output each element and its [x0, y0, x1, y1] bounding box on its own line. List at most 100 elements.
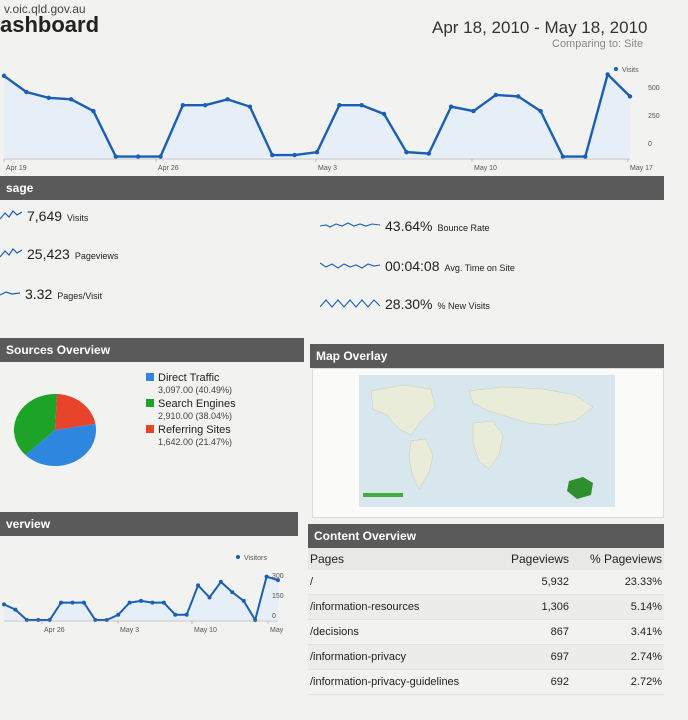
pages-per-visit-sparkline-icon — [0, 291, 20, 296]
data-point[interactable] — [314, 149, 320, 155]
col-pct-pageviews[interactable]: % Pageviews — [571, 548, 664, 570]
row-page[interactable]: /information-privacy — [308, 644, 496, 670]
legend-label: Visits — [622, 67, 639, 74]
data-point[interactable] — [627, 94, 633, 99]
data-point[interactable] — [161, 600, 166, 605]
content-table-header: Pages Pageviews % Pageviews — [308, 548, 664, 570]
row-page[interactable]: /decisions — [308, 619, 496, 645]
data-point[interactable] — [359, 103, 364, 108]
data-point[interactable] — [127, 600, 132, 605]
data-point[interactable] — [230, 590, 235, 595]
row-pageviews: 692 — [495, 669, 572, 695]
row-page[interactable]: / — [308, 570, 496, 595]
search-engines-swatch — [146, 399, 154, 407]
data-point[interactable] — [426, 151, 431, 156]
site-url[interactable]: v.oic.qld.gov.au — [4, 2, 86, 16]
data-point[interactable] — [276, 578, 280, 583]
data-point[interactable] — [560, 154, 566, 159]
data-point[interactable] — [24, 89, 29, 95]
world-map[interactable] — [312, 368, 664, 518]
data-point[interactable] — [448, 104, 454, 109]
pie-slice-direct[interactable] — [25, 423, 96, 466]
content-section-header: Content Overview — [308, 524, 664, 548]
data-point[interactable] — [47, 618, 52, 622]
data-point[interactable] — [184, 612, 189, 617]
australia-highlight[interactable] — [567, 477, 593, 499]
data-point[interactable] — [471, 108, 476, 114]
data-point[interactable] — [241, 598, 246, 603]
data-point[interactable] — [381, 111, 387, 117]
table-row[interactable]: / 5,932 23.33% — [308, 570, 664, 595]
data-point[interactable] — [207, 595, 212, 600]
table-row[interactable]: /decisions 867 3.41% — [308, 619, 664, 645]
avg-time-sparkline-icon — [320, 262, 380, 269]
data-point[interactable] — [196, 583, 201, 588]
metric-visits[interactable]: 7,649 Visits — [0, 208, 88, 224]
data-point[interactable] — [404, 149, 409, 155]
legend-label: Visitors — [244, 555, 267, 562]
data-point[interactable] — [253, 618, 258, 622]
overview-section-header: verview — [0, 512, 298, 536]
data-point[interactable] — [583, 154, 588, 159]
col-pageviews[interactable]: Pageviews — [495, 548, 572, 570]
data-point[interactable] — [158, 154, 163, 159]
metric-pageviews[interactable]: 25,423 Pageviews — [0, 246, 118, 262]
usage-section-header: sage — [0, 176, 664, 200]
data-point[interactable] — [113, 154, 118, 159]
row-page[interactable]: /information-resources — [308, 594, 496, 620]
data-point[interactable] — [225, 97, 230, 102]
legend-referring-sites-name: Referring Sites — [158, 424, 231, 436]
data-point[interactable] — [91, 108, 96, 114]
data-point[interactable] — [2, 602, 6, 607]
pie-slice-search[interactable] — [14, 394, 58, 456]
metric-bounce-rate[interactable]: 43.64% Bounce Rate — [320, 218, 490, 234]
data-point[interactable] — [81, 600, 86, 605]
metric-pages-per-visit[interactable]: 3.32 Pages/Visit — [0, 286, 102, 302]
data-point[interactable] — [24, 618, 29, 622]
data-point[interactable] — [68, 97, 74, 102]
data-point[interactable] — [59, 600, 64, 605]
data-point[interactable] — [173, 612, 178, 617]
data-point[interactable] — [538, 108, 543, 114]
pie-slice-referring[interactable] — [55, 394, 96, 430]
data-point[interactable] — [180, 103, 186, 108]
data-point[interactable] — [93, 618, 98, 622]
date-range[interactable]: Apr 18, 2010 - May 18, 2010 — [432, 18, 648, 37]
data-point[interactable] — [150, 600, 155, 605]
overview-section-title: verview — [6, 517, 51, 531]
legend-search-engines[interactable]: Search Engines 2,910.00 (38.04%) — [146, 398, 236, 422]
data-point[interactable] — [292, 152, 297, 158]
x-tick-label: Apr 26 — [158, 165, 179, 172]
table-row[interactable]: /information-resources 1,306 5.14% — [308, 594, 664, 620]
row-page[interactable]: /information-privacy-guidelines — [308, 669, 496, 695]
data-point[interactable] — [203, 103, 208, 108]
data-point[interactable] — [218, 579, 223, 584]
table-row[interactable]: /information-privacy 697 2.74% — [308, 644, 664, 670]
data-point[interactable] — [270, 152, 275, 158]
data-point[interactable] — [247, 104, 253, 109]
data-point[interactable] — [605, 72, 610, 77]
col-pages[interactable]: Pages — [308, 548, 496, 570]
data-point[interactable] — [139, 598, 143, 603]
data-point[interactable] — [70, 600, 75, 605]
row-pct: 23.33% — [571, 570, 664, 595]
new-visits-sparkline-icon — [320, 299, 380, 308]
table-row[interactable]: /information-privacy-guidelines 692 2.72… — [308, 669, 664, 695]
data-point[interactable] — [264, 574, 269, 579]
metric-new-visits[interactable]: 28.30% % New Visits — [320, 296, 490, 312]
x-tick-label: May — [270, 627, 284, 634]
data-point[interactable] — [46, 95, 51, 101]
legend-referring-sites[interactable]: Referring Sites 1,642.00 (21.47%) — [146, 424, 232, 448]
data-point[interactable] — [116, 612, 121, 617]
data-point[interactable] — [516, 94, 521, 99]
legend-direct-traffic[interactable]: Direct Traffic 3,097.00 (40.49%) — [146, 372, 232, 396]
data-point[interactable] — [13, 607, 18, 612]
metric-pageviews-label: Pageviews — [74, 251, 119, 261]
data-point[interactable] — [135, 154, 141, 159]
data-point[interactable] — [493, 92, 499, 98]
data-point[interactable] — [36, 618, 41, 622]
data-point[interactable] — [104, 618, 109, 622]
data-point[interactable] — [337, 103, 342, 108]
metric-avg-time[interactable]: 00:04:08 Avg. Time on Site — [320, 258, 515, 274]
data-point[interactable] — [1, 73, 7, 79]
